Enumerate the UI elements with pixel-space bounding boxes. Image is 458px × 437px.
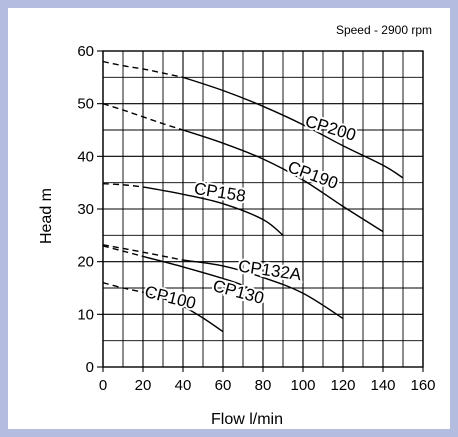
y-ticks: 0 10 20 30 40 50 60	[77, 43, 103, 376]
curve-cp132a-dashed	[102, 244, 184, 261]
curves	[102, 60, 404, 333]
curve-cp132a	[182, 259, 344, 320]
y-tick-label: 50	[77, 96, 94, 113]
x-tick-label: 40	[175, 377, 192, 394]
y-tick-label: 10	[77, 306, 94, 323]
x-tick-label: 100	[290, 377, 315, 394]
x-tick-label: 140	[370, 377, 395, 394]
x-tick-label: 80	[255, 377, 272, 394]
y-tick-label: 0	[86, 359, 94, 376]
curve-labels: CP200CP200CP190CP190CP158CP158CP132ACP13…	[141, 109, 360, 315]
curve-cp158-dashed	[102, 183, 144, 188]
speed-note: Speed - 2900 rpm	[335, 23, 432, 37]
curve-cp100-dashed	[102, 282, 144, 293]
curve-cp200-dashed	[102, 60, 184, 78]
pump-curve-chart: 0 20 40 60 80 100 120 140 160 0 10 20 30 40 50 60 CP20…	[38, 43, 436, 428]
x-axis-label: Flow l/min	[211, 411, 283, 428]
x-tick-label: 160	[410, 377, 435, 394]
y-tick-label: 30	[77, 201, 94, 218]
curve-cp190-dashed	[102, 103, 184, 131]
x-tick-label: 120	[330, 377, 355, 394]
curve-cp158	[142, 186, 284, 236]
curve-label-cp190: CP190	[285, 157, 340, 193]
x-tick-label: 60	[215, 377, 232, 394]
x-tick-label: 0	[99, 377, 107, 394]
grid	[102, 50, 424, 368]
curve-label-cp100: CP100	[143, 282, 198, 313]
curve-cp200	[182, 76, 404, 179]
y-tick-label: 20	[77, 254, 94, 271]
x-ticks: 0 20 40 60 80 100 120 140 160	[99, 367, 436, 394]
curve-cp100	[142, 291, 224, 333]
curve-label-cp130: CP130	[211, 276, 266, 308]
chart-panel: Speed - 2900 rpm 0 20 40 60 80 100 120 140 160 0…	[8, 8, 450, 429]
y-tick-label: 60	[77, 43, 94, 60]
curve-cp190	[182, 129, 384, 233]
y-tick-label: 40	[77, 148, 94, 165]
curve-cp130	[142, 255, 264, 297]
x-tick-label: 20	[135, 377, 152, 394]
curve-cp130-dashed	[102, 245, 144, 258]
y-axis-label: Head m	[38, 188, 55, 244]
